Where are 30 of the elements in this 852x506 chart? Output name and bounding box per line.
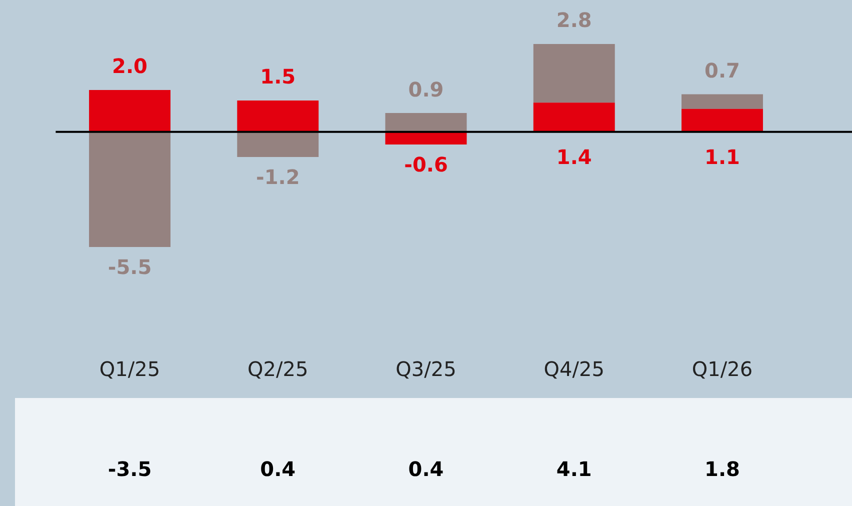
bar (385, 113, 467, 132)
text: 4.1 (556, 457, 592, 482)
bar (385, 132, 467, 144)
data-label: 1.1 (704, 145, 740, 170)
data-label: -1.2 (256, 165, 300, 190)
bar (89, 90, 170, 132)
data-label: 1.4 (556, 145, 592, 170)
x-tick-label: Q3/25 (396, 357, 456, 382)
text: -3.5 (108, 457, 152, 482)
data-label: -0.6 (404, 152, 448, 177)
bar (533, 102, 615, 132)
bar (89, 132, 170, 247)
bar (237, 132, 319, 158)
data-label: 1.5 (260, 64, 296, 89)
bar (533, 44, 615, 103)
x-tick-label: Q1/26 (692, 357, 753, 382)
data-label: 0.9 (408, 77, 444, 102)
data-label: 2.8 (556, 8, 592, 32)
text: 1.8 (704, 457, 740, 482)
bar (682, 108, 763, 132)
data-label: 2.0 (112, 54, 148, 78)
text: 0.4 (408, 457, 444, 482)
x-tick-label: Q2/25 (248, 357, 308, 382)
data-label: 0.7 (704, 58, 740, 82)
x-tick-label: Q4/25 (544, 357, 604, 382)
text: 0.4 (260, 457, 296, 482)
x-tick-label: Q1/25 (99, 357, 160, 382)
bar (237, 100, 319, 132)
bar (682, 94, 763, 109)
data-label: -5.5 (108, 255, 152, 280)
